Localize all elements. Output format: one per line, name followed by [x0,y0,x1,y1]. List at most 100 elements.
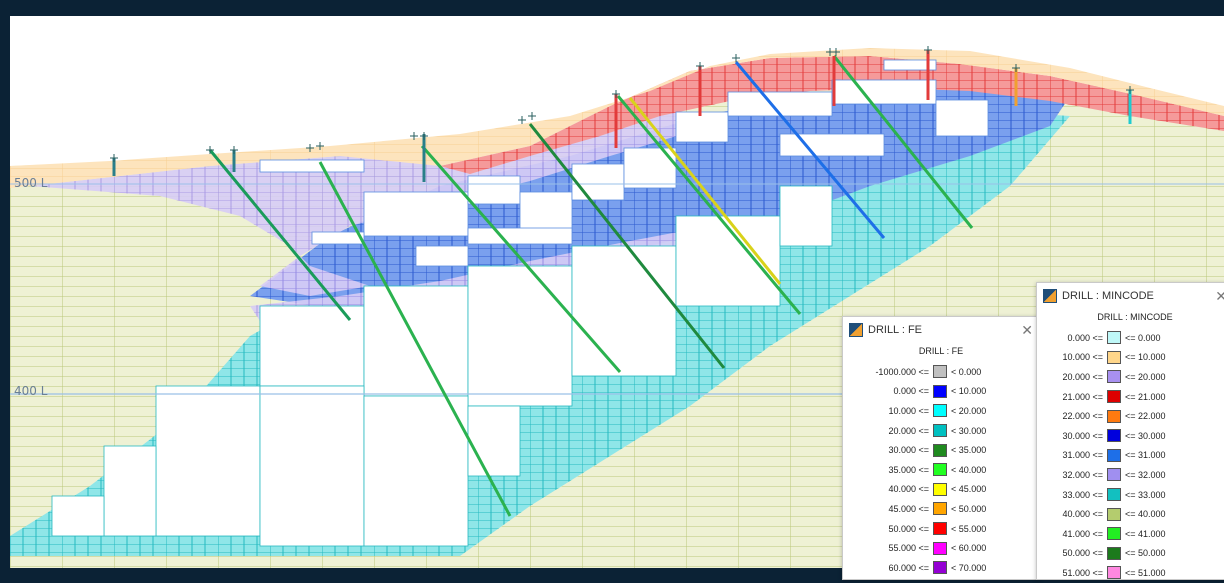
legend-mincode-titlebar[interactable]: DRILL : MINCODE ✕ [1037,283,1224,309]
legend-row: 22.000 <= <= 22.000 [1037,406,1224,426]
legend-row-high: <= 40.000 [1125,509,1166,520]
legend-row-low: 0.000 <= [893,386,929,397]
level-label-400: 400 L [14,384,48,398]
legend-row-low: 33.000 <= [1062,489,1103,500]
close-icon[interactable]: ✕ [1021,321,1033,338]
legend-color-swatch [1107,390,1121,404]
legend-color-swatch [1107,546,1121,560]
drill-hole [208,149,352,321]
legend-color-swatch [1107,527,1121,541]
legend-color-swatch [1107,566,1121,580]
drill-traces[interactable] [112,50,1132,517]
legend-row-low: 20.000 <= [888,425,929,436]
legend-color-swatch [1107,370,1121,384]
legend-row-low: 30.000 <= [1062,430,1103,441]
drill-hole [832,55,974,229]
legend-row-high: <= 33.000 [1125,489,1166,500]
legend-color-swatch [1107,448,1121,462]
drill-hole [528,123,726,369]
legend-color-swatch [1107,350,1121,364]
legend-row: 31.000 <= <= 31.000 [1037,446,1224,466]
legend-row-low: 30.000 <= [888,445,929,456]
drill-hole [318,161,512,517]
stope-outlines [259,59,989,267]
legend-fe-titlebar[interactable]: DRILL : FE ✕ [843,317,1039,343]
drill-hole [420,145,622,373]
legend-row: 40.000 <= < 45.000 [843,480,1039,500]
legend-row-low: 22.000 <= [1062,411,1103,422]
legend-row: 10.000 <= < 20.000 [843,401,1039,421]
legend-row-high: <= 32.000 [1125,469,1166,480]
legend-row-low: 50.000 <= [888,523,929,534]
legend-row-high: < 40.000 [951,464,987,475]
legend-row: 50.000 <= <= 50.000 [1037,544,1224,564]
legend-row-high: <= 51.000 [1125,567,1166,578]
collar-markers [110,46,1134,162]
legend-row: 20.000 <= <= 20.000 [1037,367,1224,387]
legend-row-high: < 55.000 [951,523,987,534]
legend-row: 20.000 <= < 30.000 [843,421,1039,441]
legend-row-high: <= 20.000 [1125,371,1166,382]
legend-row: 51.000 <= <= 51.000 [1037,563,1224,583]
legend-row-high: <= 50.000 [1125,548,1166,559]
legend-color-swatch [933,502,947,516]
legend-mincode-rows: 0.000 <= <= 0.000 10.000 <= <= 10.000 20.000… [1037,328,1224,583]
app-icon [849,323,863,337]
drill-hole [616,95,802,315]
legend-row: 0.000 <= <= 0.000 [1037,328,1224,348]
legend-color-swatch [1107,468,1121,482]
legend-row-high: < 60.000 [951,543,987,554]
close-icon[interactable]: ✕ [1215,287,1224,304]
legend-row-high: <= 41.000 [1125,528,1166,539]
legend-row: 55.000 <= < 60.000 [843,538,1039,558]
mincode-21-zone [440,56,1224,174]
legend-window-fe[interactable]: DRILL : FE ✕ DRILL : FE -1000.000 <= < 0.… [842,316,1040,580]
legend-row-high: < 50.000 [951,503,987,514]
legend-row: 21.000 <= <= 21.000 [1037,387,1224,407]
legend-color-swatch [933,424,947,438]
legend-row-high: < 35.000 [951,445,987,456]
legend-row: 30.000 <= < 35.000 [843,440,1039,460]
legend-row-low: 31.000 <= [1062,450,1103,461]
legend-row-low: 40.000 <= [1062,509,1103,520]
legend-row-low: 51.000 <= [1062,567,1103,578]
legend-row: 30.000 <= <= 30.000 [1037,426,1224,446]
legend-row-low: 35.000 <= [888,464,929,475]
legend-row-low: 45.000 <= [888,503,929,514]
drill-hole [628,97,782,285]
legend-color-swatch [933,482,947,496]
legend-row-high: < 0.000 [951,366,982,377]
legend-color-swatch [1107,488,1121,502]
legend-row-low: 41.000 <= [1062,528,1103,539]
legend-color-swatch [933,384,947,398]
ore-block-outlines [51,185,833,547]
legend-row-low: 10.000 <= [888,405,929,416]
legend-row-high: < 30.000 [951,425,987,436]
legend-color-swatch [933,463,947,477]
legend-row: 35.000 <= < 40.000 [843,460,1039,480]
legend-row-high: < 45.000 [951,484,987,495]
legend-color-swatch [1107,409,1121,423]
legend-row: 40.000 <= <= 40.000 [1037,504,1224,524]
legend-row-high: <= 0.000 [1125,332,1161,343]
legend-color-swatch [1107,507,1121,521]
legend-mincode-title: DRILL : MINCODE [1062,290,1154,302]
legend-color-swatch [933,522,947,536]
legend-color-swatch [933,541,947,555]
legend-row-low: -1000.000 <= [875,366,929,377]
legend-row-low: 21.000 <= [1062,391,1103,402]
legend-row: 45.000 <= < 50.000 [843,499,1039,519]
legend-row: 33.000 <= <= 33.000 [1037,485,1224,505]
legend-row-low: 32.000 <= [1062,469,1103,480]
legend-row: 41.000 <= <= 41.000 [1037,524,1224,544]
legend-fe-rows: -1000.000 <= < 0.000 0.000 <= < 10.000 10.00… [843,362,1039,578]
legend-window-mincode[interactable]: DRILL : MINCODE ✕ DRILL : MINCODE 0.000 … [1036,282,1224,580]
legend-row-low: 20.000 <= [1062,371,1103,382]
app-icon [1043,289,1057,303]
legend-row: 10.000 <= <= 10.000 [1037,348,1224,368]
legend-mincode-heading: DRILL : MINCODE [1097,312,1173,322]
legend-color-swatch [933,365,947,379]
legend-row-high: <= 21.000 [1125,391,1166,402]
legend-color-swatch [933,404,947,418]
legend-row-low: 55.000 <= [888,543,929,554]
